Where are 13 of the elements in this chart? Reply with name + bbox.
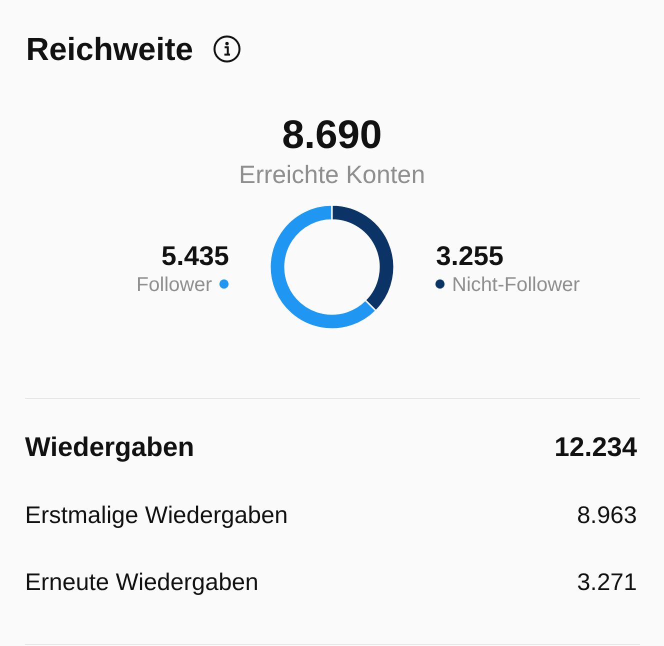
text: 12.234 bbox=[554, 432, 637, 462]
data-label: 5.435 bbox=[161, 241, 229, 271]
text: Erreichte Konten bbox=[238, 161, 426, 189]
text: 3.271 bbox=[576, 569, 637, 596]
legend-label: Nicht-Follower bbox=[452, 274, 580, 296]
text: Wiedergaben bbox=[25, 432, 194, 462]
slice-label: Follower bbox=[136, 274, 212, 296]
data-label: 3.255 bbox=[436, 241, 504, 271]
text: 8.963 bbox=[576, 502, 637, 529]
text: 8.690 bbox=[280, 113, 384, 157]
text: Erstmalige Wiedergaben bbox=[25, 502, 288, 529]
chart-title: Reichweite bbox=[26, 31, 194, 67]
text: Erneute Wiedergaben bbox=[25, 569, 258, 596]
